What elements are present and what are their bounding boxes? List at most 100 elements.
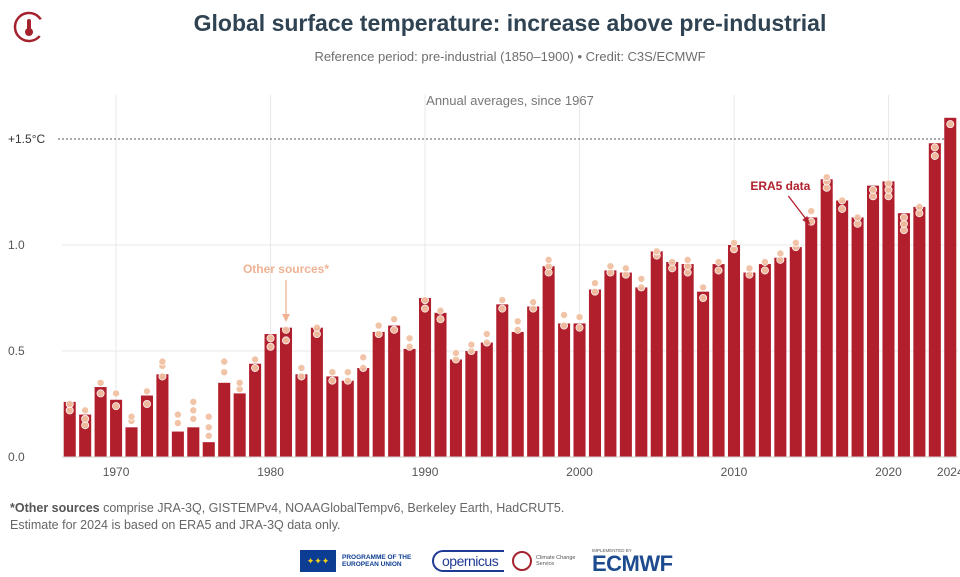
bar <box>820 179 833 457</box>
other-source-dot <box>436 306 445 315</box>
ecmwf-text: ECMWF <box>592 551 673 576</box>
other-source-dot <box>668 257 677 266</box>
bar <box>712 264 725 457</box>
bar <box>635 287 648 457</box>
implemented-by-text: IMPLEMENTED BY <box>592 548 632 553</box>
other-source-dot <box>853 213 862 222</box>
bar <box>202 442 215 457</box>
bar <box>588 289 601 457</box>
c3s-thermometer-logo <box>12 10 46 44</box>
bar <box>496 304 509 457</box>
other-source-dot <box>328 368 337 377</box>
bar <box>326 376 339 457</box>
other-source-dot <box>560 321 569 330</box>
other-sources-annotation: Other sources* <box>243 262 329 276</box>
other-sources-arrowhead <box>282 314 290 322</box>
eu-programme-logo: ✦✦✦ PROGRAMME OF THE EUROPEAN UNION <box>300 550 422 572</box>
footnote-line1: comprise JRA-3Q, GISTEMPv4, NOAAGlobalTe… <box>99 501 565 515</box>
bar <box>218 382 231 457</box>
bar <box>187 427 200 457</box>
x-tick-label: 1980 <box>257 465 284 479</box>
other-source-dot <box>838 196 847 205</box>
other-source-dot <box>266 342 275 351</box>
other-source-dot <box>683 255 692 264</box>
copernicus-text: opernicus <box>432 550 505 572</box>
eu-flag-icon: ✦✦✦ <box>300 550 336 572</box>
other-source-dot <box>467 340 476 349</box>
era5-arrow-line <box>787 195 809 223</box>
eu-programme-text: PROGRAMME OF THE EUROPEAN UNION <box>342 554 412 568</box>
other-source-dot <box>173 419 182 428</box>
x-tick-label: 1990 <box>412 465 439 479</box>
bar <box>851 217 864 457</box>
ecmwf-logo: IMPLEMENTED BY ECMWF <box>592 548 692 576</box>
other-source-dot <box>946 120 955 129</box>
other-source-dot <box>390 315 399 324</box>
other-source-dot <box>498 304 507 313</box>
panel-label: Annual averages, since 1967 <box>426 93 594 108</box>
other-source-dot <box>204 412 213 421</box>
bar <box>758 264 771 457</box>
bar <box>125 427 138 457</box>
other-source-dot <box>451 349 460 358</box>
c3s-logo: Climate Change Service <box>512 550 586 572</box>
era5-arrowhead <box>802 216 811 225</box>
era5-annotation: ERA5 data <box>750 179 810 193</box>
other-source-dot <box>374 321 383 330</box>
partner-logos: ✦✦✦ PROGRAMME OF THE EUROPEAN UNION oper… <box>0 548 960 576</box>
other-source-dot <box>760 257 769 266</box>
other-source-dot <box>359 363 368 372</box>
bar <box>419 298 432 457</box>
bar <box>372 331 385 457</box>
other-source-dot <box>482 338 491 347</box>
bar <box>527 306 540 457</box>
other-source-dot <box>560 310 569 319</box>
other-source-dot <box>266 334 275 343</box>
other-source-dot <box>544 255 553 264</box>
bar <box>697 291 710 457</box>
bar <box>727 245 741 457</box>
other-source-dot <box>251 363 260 372</box>
other-source-dot <box>81 406 90 415</box>
other-source-dot <box>498 296 507 305</box>
bar <box>743 272 756 457</box>
copernicus-logo: opernicus <box>432 550 505 572</box>
other-source-dot <box>343 368 352 377</box>
x-tick-label: 2024 <box>937 465 960 479</box>
bar <box>558 323 571 457</box>
bar <box>434 312 447 457</box>
other-source-dot <box>390 325 399 334</box>
other-source-dot <box>189 414 198 423</box>
bar <box>249 363 262 457</box>
bar <box>388 325 401 457</box>
other-source-dot <box>637 274 646 283</box>
bar <box>449 359 462 457</box>
other-source-dot <box>621 264 630 273</box>
other-source-dot <box>637 283 646 292</box>
other-source-dot <box>281 325 290 334</box>
other-source-dot <box>590 279 599 288</box>
other-source-dot <box>899 213 908 222</box>
other-source-dot <box>930 143 939 152</box>
temperature-bar-chart: 0.0 0.5 1.0 +1.5°C Annual averages, since 19… <box>8 93 960 479</box>
other-source-dot <box>312 323 321 332</box>
other-source-dot <box>343 376 352 385</box>
bar <box>789 247 802 457</box>
x-tick-label: 2010 <box>721 465 748 479</box>
other-source-dot <box>142 387 151 396</box>
bar <box>897 213 910 457</box>
bar <box>403 348 416 457</box>
footnote-line2: Estimate for 2024 is based on ERA5 and J… <box>10 518 341 532</box>
other-source-dot <box>173 410 182 419</box>
bar <box>264 334 277 457</box>
threshold-label: +1.5°C <box>8 132 45 146</box>
other-source-dot <box>714 257 723 266</box>
bar <box>604 270 617 457</box>
bar <box>341 380 354 457</box>
other-source-dot <box>791 238 800 247</box>
other-source-dot <box>297 363 306 372</box>
chart-subtitle: Reference period: pre-industrial (1850–1… <box>314 49 706 64</box>
y-tick-label: 0.5 <box>8 344 25 358</box>
other-source-dot <box>575 323 584 332</box>
other-source-dot <box>807 207 816 216</box>
